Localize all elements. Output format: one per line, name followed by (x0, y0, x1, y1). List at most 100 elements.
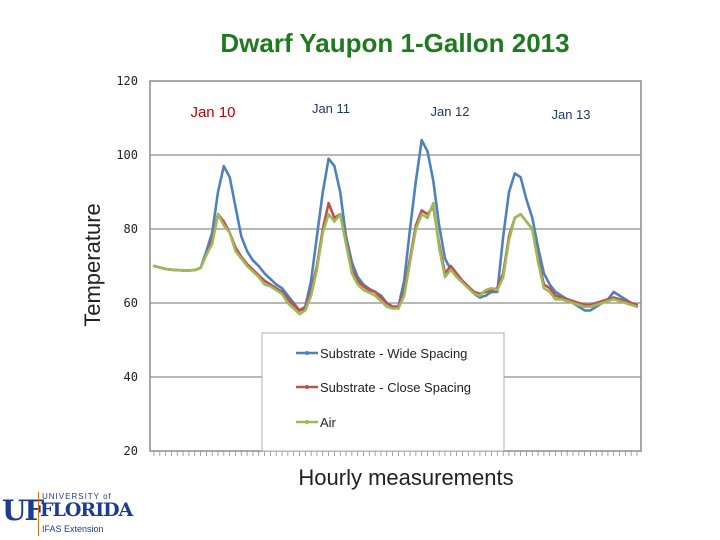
y-axis-ticks: 120 100 80 60 40 20 (116, 74, 138, 458)
data-point (251, 270, 255, 273)
data-point (536, 261, 540, 264)
data-point (513, 216, 516, 220)
data-point (280, 287, 284, 290)
data-point (176, 268, 179, 272)
data-point (228, 176, 231, 179)
data-point (496, 290, 499, 294)
data-point (589, 309, 592, 312)
data-point (612, 290, 615, 294)
data-point (368, 288, 371, 292)
data-point (263, 272, 266, 275)
data-point (507, 238, 511, 242)
data-point (414, 227, 418, 231)
data-point (333, 164, 336, 168)
data-point (624, 301, 627, 305)
data-point (298, 309, 301, 312)
data-point (472, 292, 476, 295)
data-point (403, 294, 406, 297)
data-point (181, 269, 185, 272)
logo-ifas-text: IFAS Extension (42, 524, 104, 534)
data-point (315, 235, 319, 238)
data-point (408, 227, 412, 231)
data-point (298, 312, 301, 316)
data-point (321, 190, 324, 194)
data-point (205, 253, 208, 257)
data-point (152, 264, 156, 268)
data-point (408, 261, 412, 264)
legend-marker (305, 420, 309, 424)
y-axis-label: Temperature (80, 203, 105, 327)
data-point (420, 139, 423, 142)
data-point (467, 287, 470, 290)
data-point (263, 279, 266, 282)
data-point (478, 296, 482, 299)
data-point (379, 299, 383, 303)
data-point (490, 287, 493, 290)
data-point (589, 305, 592, 308)
legend: Substrate - Wide Spacing Substrate - Clos… (261, 332, 505, 452)
data-point (216, 190, 220, 194)
day-label: Jan 10 (190, 104, 235, 121)
data-point (170, 268, 173, 271)
data-point (519, 176, 522, 179)
data-point (216, 213, 220, 216)
data-point (437, 246, 441, 249)
data-point (339, 213, 342, 216)
data-point (612, 296, 615, 299)
data-point (339, 190, 342, 194)
y-tick-label: 100 (116, 148, 138, 162)
data-point (478, 294, 482, 297)
data-point (275, 283, 278, 286)
data-point (525, 198, 528, 201)
data-point (455, 275, 458, 279)
data-point (362, 285, 365, 288)
logo-florida-text: FLORIDA (40, 499, 133, 521)
data-point (501, 235, 505, 238)
data-point (618, 294, 621, 297)
data-point (484, 288, 487, 292)
data-point (304, 309, 307, 312)
data-point (414, 179, 418, 183)
data-point (542, 287, 546, 290)
legend-entry: Substrate - Close Spacing (320, 380, 471, 395)
data-point (443, 275, 447, 279)
logo-university-text: UNIVERSITY of (42, 492, 112, 501)
legend-marker (305, 351, 309, 355)
data-point (548, 287, 551, 290)
data-point (426, 216, 429, 220)
data-point (158, 266, 162, 269)
data-point (420, 213, 423, 216)
data-point (449, 268, 452, 271)
data-point (263, 283, 266, 286)
day-label: Jan 13 (551, 107, 590, 122)
data-point (257, 275, 260, 279)
gridlines (150, 154, 641, 456)
data-point (251, 259, 255, 262)
day-label: Jan 11 (312, 101, 350, 116)
data-point (187, 269, 191, 272)
data-point (461, 281, 464, 284)
data-point (356, 283, 359, 286)
day-labels: Jan 10 Jan 11 Jan 12 Jan 13 (190, 101, 590, 122)
y-tick-label: 80 (124, 222, 138, 236)
data-point (240, 257, 243, 260)
data-point (362, 288, 365, 292)
y-tick-label: 40 (124, 370, 138, 384)
data-point (443, 257, 447, 260)
data-point (548, 283, 551, 286)
data-point (373, 294, 377, 297)
data-point (210, 242, 214, 245)
data-point (600, 301, 604, 305)
data-point (554, 294, 557, 297)
data-point (333, 220, 336, 223)
data-point (327, 201, 330, 205)
data-point (327, 213, 330, 216)
data-point (164, 267, 167, 271)
data-point (280, 292, 284, 295)
data-point (635, 305, 639, 308)
data-point (344, 242, 348, 245)
data-point (309, 279, 313, 282)
data-point (391, 307, 394, 310)
logo-divider (38, 492, 39, 536)
chart-title: Dwarf Yaupon 1-Gallon 2013 (220, 28, 570, 58)
